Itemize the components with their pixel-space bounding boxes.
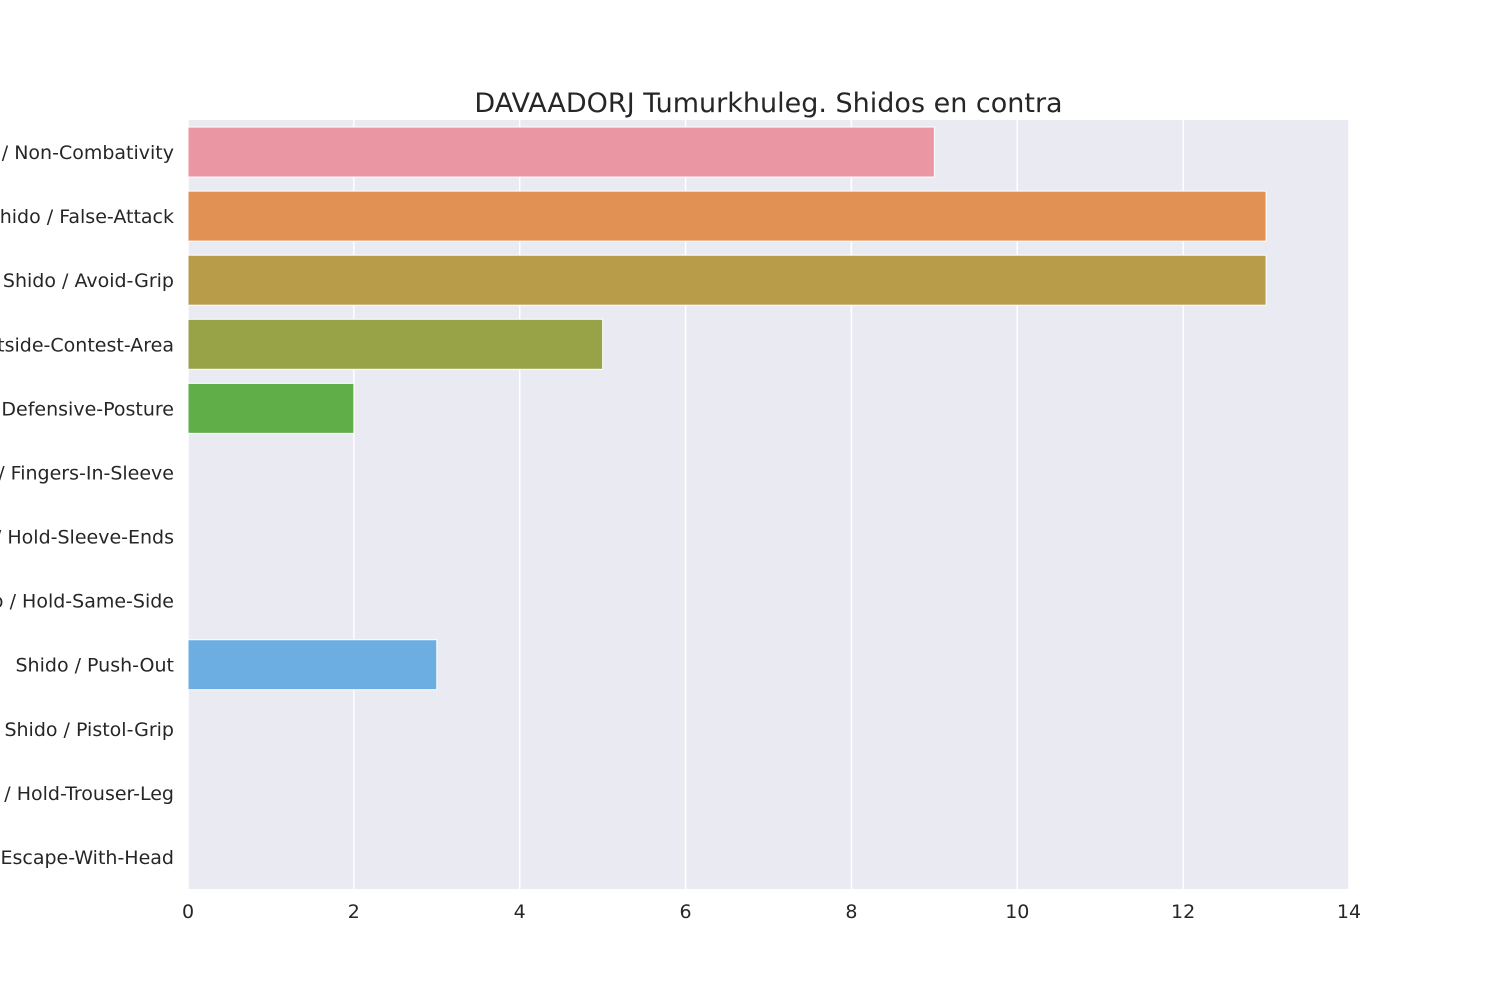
x-tick-label: 2 <box>348 901 360 923</box>
y-tick-label: Shido / Pistol-Grip <box>4 719 174 741</box>
y-tick-label: Shido / Outside-Contest-Area <box>0 334 174 356</box>
x-tick-label: 12 <box>1171 901 1195 923</box>
x-tick-label: 8 <box>845 901 857 923</box>
y-tick-label: Shido / Avoid-Grip <box>3 270 174 292</box>
y-tick-label: Shido / Escape-With-Head <box>0 847 174 869</box>
bars <box>187 126 1267 691</box>
bar <box>187 254 1267 306</box>
bar <box>187 190 1267 242</box>
x-tick-label: 6 <box>680 901 692 923</box>
bar <box>187 382 355 434</box>
y-tick-label: Shido / Hold-Trouser-Leg <box>0 783 174 805</box>
plot-area <box>188 120 1349 889</box>
gridlines <box>187 120 1350 889</box>
bar <box>187 126 935 178</box>
y-tick-label: Shido / Hold-Same-Side <box>0 591 174 613</box>
bar <box>187 639 438 691</box>
x-tick-label: 0 <box>182 901 194 923</box>
x-tick-label: 14 <box>1337 901 1361 923</box>
bar <box>187 318 604 370</box>
x-tick-label: 10 <box>1005 901 1029 923</box>
y-tick-label: Shido / False-Attack <box>0 206 174 228</box>
y-tick-label: Shido / Hold-Sleeve-Ends <box>0 527 174 549</box>
chart-title: DAVAADORJ Tumurkhuleg. Shidos en contra <box>474 88 1062 119</box>
y-tick-label: Shido / Fingers-In-Sleeve <box>0 462 174 484</box>
y-tick-label: Shido / Non-Combativity <box>0 142 174 164</box>
y-tick-label: Shido / Defensive-Posture <box>0 398 174 420</box>
x-tick-labels: 0 2 4 6 8 10 12 14 <box>182 901 1361 923</box>
y-tick-label: Shido / Push-Out <box>16 655 175 677</box>
y-tick-labels: Shido / Non-Combativity Shido / False-Att… <box>0 142 174 869</box>
x-tick-label: 4 <box>514 901 526 923</box>
